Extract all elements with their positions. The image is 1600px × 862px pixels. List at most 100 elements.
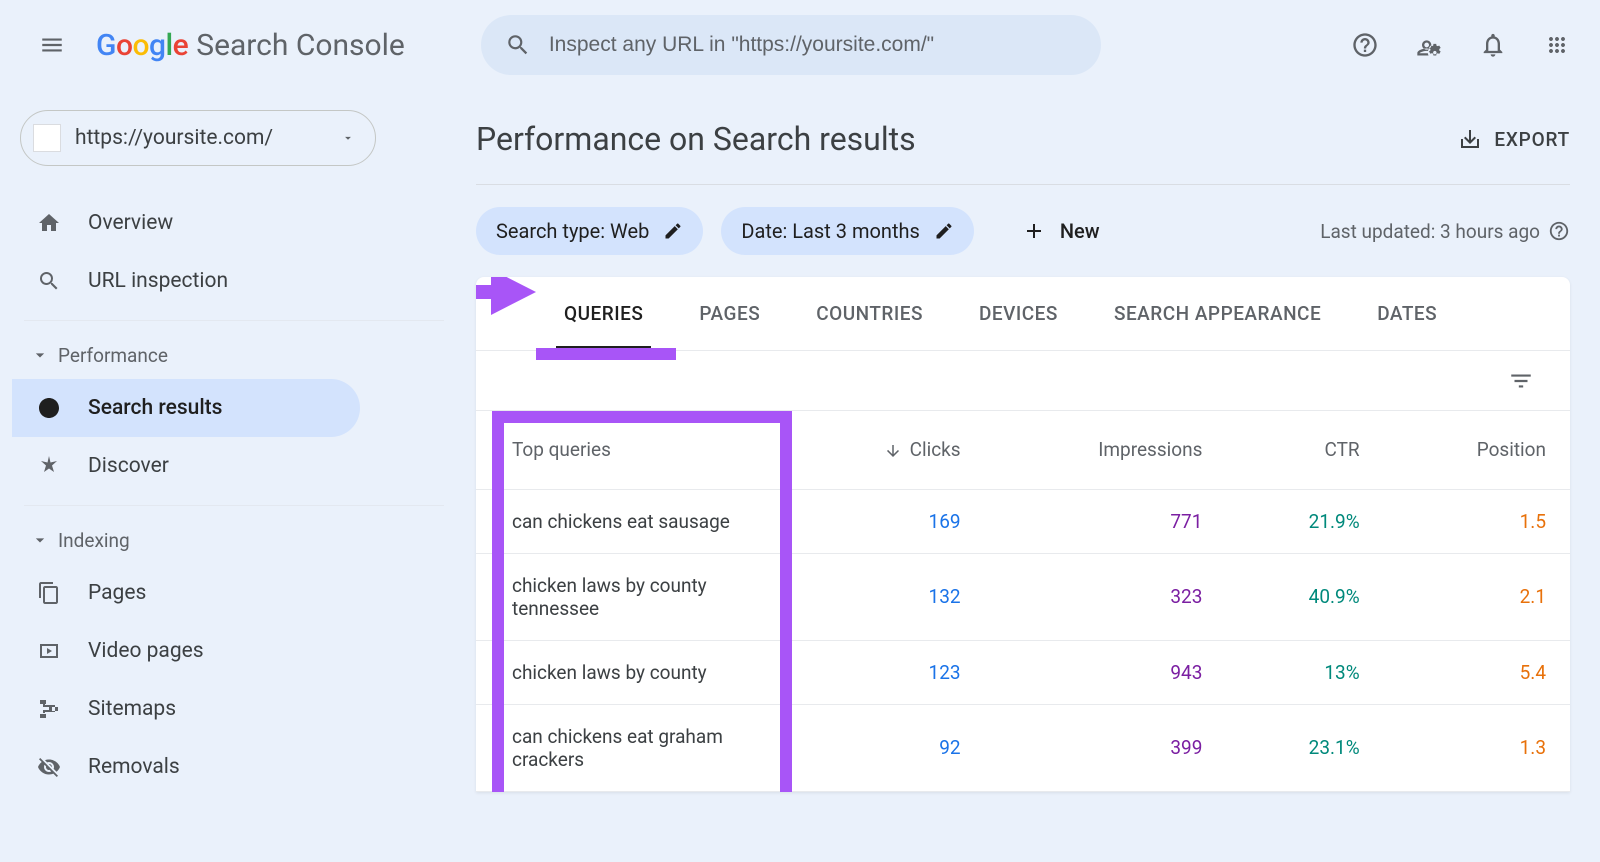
col-query[interactable]: Top queries	[476, 411, 786, 489]
col-impressions[interactable]: Impressions	[985, 411, 1227, 489]
divider	[24, 320, 444, 321]
col-position[interactable]: Position	[1384, 411, 1570, 489]
cell-clicks: 92	[786, 704, 985, 791]
tab-dates[interactable]: DATES	[1349, 277, 1465, 350]
cell-ctr: 23.1%	[1226, 704, 1383, 791]
sitemap-icon	[36, 696, 62, 722]
hamburger-icon	[39, 32, 65, 58]
edit-icon	[663, 221, 683, 241]
col-ctr[interactable]: CTR	[1226, 411, 1383, 489]
queries-card: QUERIES PAGES COUNTRIES DEVICES SEARCH A…	[476, 277, 1570, 792]
help-icon	[1351, 31, 1379, 59]
cell-query: chicken laws by county	[476, 640, 786, 704]
search-icon	[36, 268, 62, 294]
dropdown-icon	[341, 131, 355, 145]
cell-clicks: 132	[786, 553, 985, 640]
section-indexing[interactable]: Indexing	[12, 516, 460, 564]
search-icon	[505, 32, 531, 58]
table-row[interactable]: can chickens eat sausage 169 771 21.9% 1…	[476, 489, 1570, 553]
cell-query: can chickens eat sausage	[476, 489, 786, 553]
hamburger-menu-button[interactable]	[28, 21, 76, 69]
property-url: https://yoursite.com/	[75, 126, 327, 150]
nav-sitemaps[interactable]: Sitemaps	[12, 680, 360, 738]
property-thumbnail	[33, 124, 61, 152]
nav-overview[interactable]: Overview	[12, 194, 360, 252]
add-filter-button[interactable]: New	[1008, 219, 1114, 243]
tab-queries[interactable]: QUERIES	[536, 277, 671, 350]
apps-grid-icon	[1545, 33, 1569, 57]
users-settings-button[interactable]	[1414, 30, 1444, 60]
nav-url-inspection[interactable]: URL inspection	[12, 252, 360, 310]
user-settings-icon	[1415, 31, 1443, 59]
chevron-down-icon	[30, 345, 50, 365]
logo[interactable]: Google Search Console	[96, 28, 405, 63]
nav-pages[interactable]: Pages	[12, 564, 360, 622]
divider	[24, 505, 444, 506]
cell-position: 1.5	[1384, 489, 1570, 553]
nav-removals[interactable]: Removals	[12, 738, 360, 796]
cell-ctr: 21.9%	[1226, 489, 1383, 553]
filter-date[interactable]: Date: Last 3 months	[721, 207, 974, 255]
plus-icon	[1022, 219, 1046, 243]
removals-icon	[36, 754, 62, 780]
url-inspect-input[interactable]	[549, 33, 1077, 57]
cell-impressions: 943	[985, 640, 1227, 704]
cell-impressions: 771	[985, 489, 1227, 553]
tabs: QUERIES PAGES COUNTRIES DEVICES SEARCH A…	[476, 277, 1570, 351]
video-icon	[36, 638, 62, 664]
home-icon	[36, 210, 62, 236]
download-icon	[1458, 127, 1482, 151]
property-selector[interactable]: https://yoursite.com/	[20, 110, 376, 166]
cell-query: chicken laws by county tennessee	[476, 553, 786, 640]
notifications-button[interactable]	[1478, 30, 1508, 60]
page-title: Performance on Search results	[476, 120, 916, 158]
table-row[interactable]: can chickens eat graham crackers 92 399 …	[476, 704, 1570, 791]
filter-search-type[interactable]: Search type: Web	[476, 207, 703, 255]
product-name: Search Console	[196, 28, 405, 63]
cell-query: can chickens eat graham crackers	[476, 704, 786, 791]
cell-ctr: 40.9%	[1226, 553, 1383, 640]
tab-devices[interactable]: DEVICES	[951, 277, 1086, 350]
queries-table-wrap: Top queries Clicks Impressions CTR Posit…	[476, 411, 1570, 792]
cell-position: 1.3	[1384, 704, 1570, 791]
cell-ctr: 13%	[1226, 640, 1383, 704]
cell-clicks: 169	[786, 489, 985, 553]
export-button[interactable]: EXPORT	[1458, 127, 1570, 151]
tab-search-appearance[interactable]: SEARCH APPEARANCE	[1086, 277, 1349, 350]
section-performance[interactable]: Performance	[12, 331, 460, 379]
cell-position: 5.4	[1384, 640, 1570, 704]
col-clicks[interactable]: Clicks	[786, 411, 985, 489]
help-icon[interactable]	[1548, 220, 1570, 242]
topbar: Google Search Console	[0, 0, 1600, 90]
cell-position: 2.1	[1384, 553, 1570, 640]
nav-video-pages[interactable]: Video pages	[12, 622, 360, 680]
filter-icon[interactable]	[1508, 368, 1534, 394]
cell-clicks: 123	[786, 640, 985, 704]
nav-search-results[interactable]: Search results	[12, 379, 360, 437]
google-logo: Google	[96, 28, 188, 63]
pages-icon	[36, 580, 62, 606]
tab-pages[interactable]: PAGES	[671, 277, 788, 350]
bell-icon	[1479, 31, 1507, 59]
apps-button[interactable]	[1542, 30, 1572, 60]
table-filter-row	[476, 351, 1570, 411]
cell-impressions: 323	[985, 553, 1227, 640]
sidebar: https://yoursite.com/ Overview URL inspe…	[0, 90, 460, 862]
annotation-underline	[536, 348, 676, 360]
main-content: Performance on Search results EXPORT Sea…	[460, 90, 1600, 862]
filters-row: Search type: Web Date: Last 3 months New…	[476, 185, 1570, 277]
url-inspect-searchbar[interactable]	[481, 15, 1101, 75]
g-icon	[36, 395, 62, 421]
last-updated: Last updated: 3 hours ago	[1320, 220, 1570, 243]
queries-table: Top queries Clicks Impressions CTR Posit…	[476, 411, 1570, 792]
table-row[interactable]: chicken laws by county 123 943 13% 5.4	[476, 640, 1570, 704]
nav-discover[interactable]: Discover	[12, 437, 360, 495]
table-row[interactable]: chicken laws by county tennessee 132 323…	[476, 553, 1570, 640]
arrow-down-icon	[884, 442, 902, 460]
edit-icon	[934, 221, 954, 241]
help-button[interactable]	[1350, 30, 1380, 60]
chevron-down-icon	[30, 530, 50, 550]
tab-countries[interactable]: COUNTRIES	[788, 277, 951, 350]
cell-impressions: 399	[985, 704, 1227, 791]
topbar-actions	[1350, 30, 1572, 60]
